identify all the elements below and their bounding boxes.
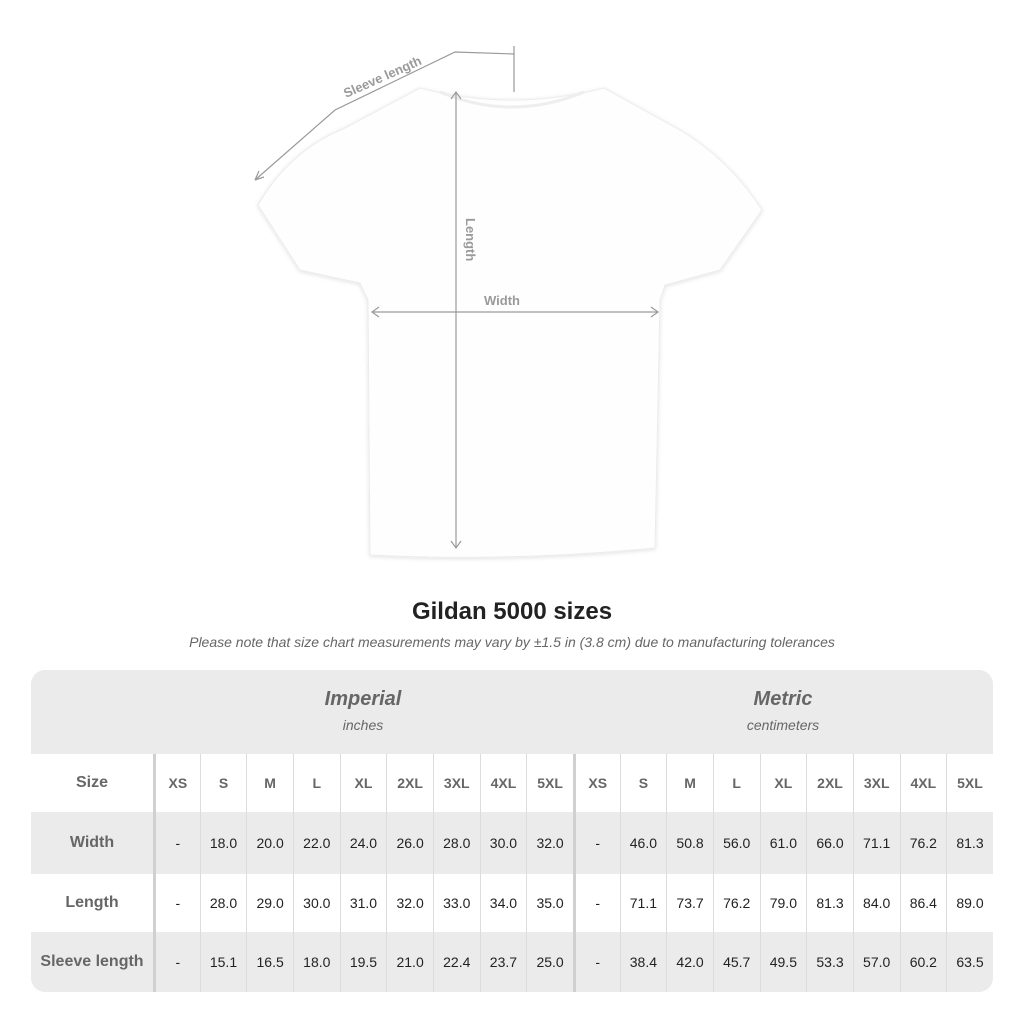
size-table: Imperial inches Metric centimeters Size X… <box>31 670 993 992</box>
metric-value-cell: 61.0 <box>759 812 807 874</box>
imperial-value-cell: 29.0 <box>246 874 293 932</box>
metric-value-cell: - <box>572 874 620 932</box>
row-label: Sleeve length <box>40 953 144 970</box>
metric-value-cell: 76.2 <box>899 812 947 874</box>
size-header-row: Size XS S M L XL 2XL 3XL 4XL 5XL XS S M L XL 2XL 3XL 4XL 5… <box>31 754 993 812</box>
imperial-value-cell: 22.0 <box>292 812 340 874</box>
imperial-value-cell: 19.5 <box>339 932 387 992</box>
imperial-size-header: 4XL <box>479 754 527 812</box>
metric-size-header: 3XL <box>852 754 900 812</box>
metric-value-cell: 42.0 <box>666 932 713 992</box>
imperial-value-cell: 20.0 <box>246 812 293 874</box>
size-column-header: Size <box>75 774 108 791</box>
metric-value-cell: 46.0 <box>619 812 667 874</box>
metric-size-header: XL <box>759 754 807 812</box>
imperial-value-cell: 28.0 <box>199 874 247 932</box>
table-row: Sleeve length -15.1 16.5 18.0 19.5 21.0 22.4 23… <box>31 932 993 992</box>
imperial-value-cell: 28.0 <box>432 812 480 874</box>
imperial-value-cell: - <box>153 874 200 932</box>
tshirt-shape <box>257 87 763 558</box>
tshirt-measurement-diagram: Sleeve length Length Width <box>254 46 763 558</box>
imperial-value-cell: 18.0 <box>199 812 247 874</box>
metric-value-cell: 79.0 <box>759 874 807 932</box>
length-arrow <box>450 90 462 550</box>
imperial-value-cell: 15.1 <box>199 932 247 992</box>
imperial-value-cell: 22.4 <box>432 932 480 992</box>
metric-value-cell: 71.1 <box>852 812 900 874</box>
imperial-size-header: S <box>199 754 247 812</box>
imperial-value-cell: 33.0 <box>432 874 480 932</box>
imperial-value-cell: 31.0 <box>339 874 387 932</box>
metric-value-cell: 60.2 <box>899 932 947 992</box>
metric-value-cell: 86.4 <box>899 874 947 932</box>
sleeve-length-arrow <box>254 46 515 181</box>
imperial-value-cell: 18.0 <box>292 932 340 992</box>
imperial-value-cell: 21.0 <box>386 932 433 992</box>
imperial-value-cell: 16.5 <box>246 932 293 992</box>
imperial-value-cell: 23.7 <box>479 932 527 992</box>
width-arrow <box>370 306 660 318</box>
metric-value-cell: 76.2 <box>712 874 760 932</box>
imperial-size-header: 5XL <box>526 754 573 812</box>
metric-value-cell: 38.4 <box>619 932 667 992</box>
metric-value-cell: 49.5 <box>759 932 807 992</box>
length-label: Length <box>463 218 478 261</box>
imperial-value-cell: - <box>153 932 200 992</box>
imperial-size-header: XS <box>153 754 200 812</box>
metric-size-header: 2XL <box>806 754 853 812</box>
imperial-value-cell: 34.0 <box>479 874 527 932</box>
metric-size-header: S <box>619 754 667 812</box>
imperial-value-cell: 32.0 <box>526 812 573 874</box>
metric-unit: centimeters <box>746 717 820 733</box>
metric-size-header: XS <box>572 754 620 812</box>
metric-size-header: 4XL <box>899 754 947 812</box>
metric-value-cell: 81.3 <box>806 874 853 932</box>
imperial-value-cell: 30.0 <box>479 812 527 874</box>
row-label: Length <box>65 894 119 911</box>
metric-title: Metric <box>753 688 813 710</box>
table-row: Length -28.0 29.0 30.0 31.0 32.0 33.0 34.0 35.0-… <box>31 874 993 932</box>
imperial-size-header: M <box>246 754 293 812</box>
imperial-value-cell: 32.0 <box>386 874 433 932</box>
metric-size-header: M <box>666 754 713 812</box>
metric-value-cell: 53.3 <box>806 932 853 992</box>
metric-value-cell: 63.5 <box>946 932 993 992</box>
metric-value-cell: 56.0 <box>712 812 760 874</box>
metric-value-cell: - <box>572 932 620 992</box>
metric-value-cell: 89.0 <box>946 874 993 932</box>
metric-header: Metric centimeters <box>573 670 993 754</box>
imperial-size-header: 2XL <box>386 754 433 812</box>
metric-value-cell: 71.1 <box>619 874 667 932</box>
width-label: Width <box>484 293 520 308</box>
metric-size-header: L <box>712 754 760 812</box>
metric-size-header: 5XL <box>946 754 993 812</box>
imperial-value-cell: 35.0 <box>526 874 573 932</box>
imperial-header: Imperial inches <box>153 670 573 754</box>
metric-value-cell: - <box>572 812 620 874</box>
page-title: Gildan 5000 sizes <box>411 598 613 625</box>
imperial-value-cell: 24.0 <box>339 812 387 874</box>
metric-value-cell: 50.8 <box>666 812 713 874</box>
metric-value-cell: 84.0 <box>852 874 900 932</box>
imperial-value-cell: 26.0 <box>386 812 433 874</box>
metric-value-cell: 66.0 <box>806 812 853 874</box>
metric-value-cell: 45.7 <box>712 932 760 992</box>
metric-value-cell: 81.3 <box>946 812 993 874</box>
imperial-unit: inches <box>342 717 384 733</box>
imperial-value-cell: - <box>153 812 200 874</box>
imperial-size-header: 3XL <box>432 754 480 812</box>
tolerance-note: Please note that size chart measurements… <box>189 634 835 650</box>
imperial-title: Imperial <box>324 688 402 710</box>
metric-value-cell: 57.0 <box>852 932 900 992</box>
table-row: Width -18.0 20.0 22.0 24.0 26.0 28.0 30.0 32.0-4… <box>31 812 993 874</box>
row-label: Width <box>69 834 115 851</box>
imperial-value-cell: 30.0 <box>292 874 340 932</box>
imperial-value-cell: 25.0 <box>526 932 573 992</box>
metric-value-cell: 73.7 <box>666 874 713 932</box>
imperial-size-header: XL <box>339 754 387 812</box>
imperial-size-header: L <box>292 754 340 812</box>
